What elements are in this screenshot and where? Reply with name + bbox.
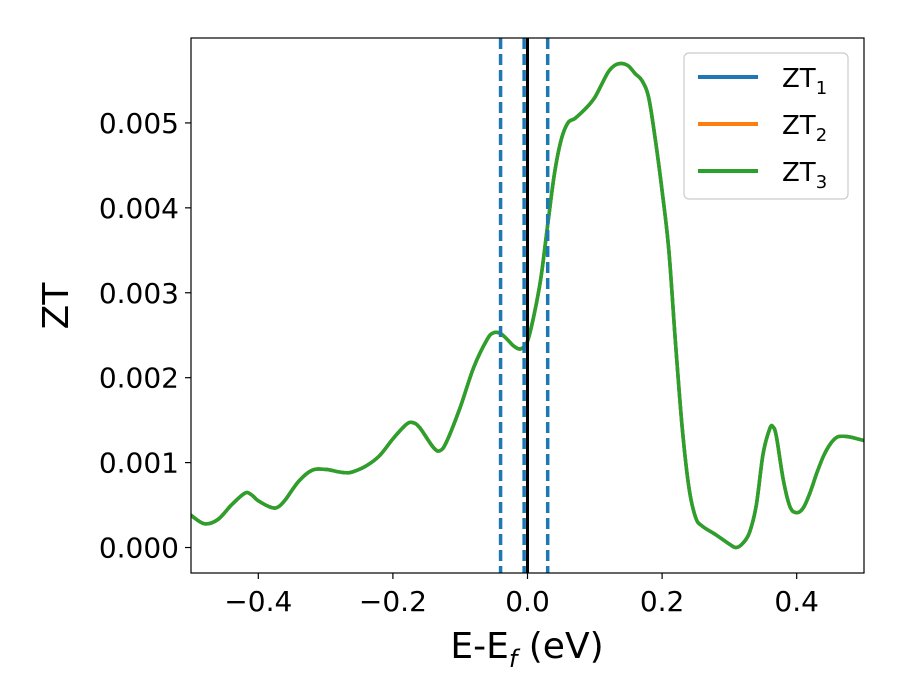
legend: ZT1 ZT2 ZT3 — [683, 52, 849, 200]
y-ticks-layer: 0.000 0.001 0.002 0.003 0.004 0.005 — [99, 107, 191, 565]
x-tick-label: −0.2 — [359, 585, 427, 618]
x-axis-label: E-Ef (eV) — [450, 626, 603, 673]
x-tick-label: 0.4 — [774, 585, 819, 618]
y-tick-label: 0.004 — [99, 192, 179, 225]
legend-label-zt2-main: ZT — [782, 111, 816, 141]
legend-label-zt2: ZT2 — [782, 111, 827, 146]
legend-label-zt3-main: ZT — [782, 158, 816, 188]
legend-label-zt3: ZT3 — [782, 158, 827, 193]
y-tick-label: 0.001 — [99, 447, 179, 480]
y-tick-label: 0.000 — [99, 532, 179, 565]
legend-label-zt1-sub: 1 — [816, 78, 827, 99]
legend-label-zt2-sub: 2 — [816, 125, 827, 146]
legend-label-zt3-sub: 3 — [816, 172, 827, 193]
y-axis-label: ZT — [36, 282, 77, 330]
x-tick-label: 0.2 — [640, 585, 685, 618]
x-ticks-layer: −0.4 −0.2 0.0 0.2 0.4 — [224, 573, 819, 618]
legend-label-zt1: ZT1 — [782, 64, 827, 99]
x-tick-label: −0.4 — [224, 585, 292, 618]
x-tick-label: 0.0 — [505, 585, 550, 618]
y-tick-label: 0.003 — [99, 277, 179, 310]
legend-label-zt1-main: ZT — [782, 64, 816, 94]
series-line-zt3 — [191, 61, 864, 550]
x-axis-label-unit: (eV) — [517, 626, 603, 667]
y-tick-label: 0.002 — [99, 362, 179, 395]
series-layer — [191, 61, 864, 550]
legend-box — [683, 52, 849, 200]
x-axis-label-main: E-E — [450, 626, 508, 667]
vertical-lines-layer — [498, 38, 550, 573]
y-tick-label: 0.005 — [99, 107, 179, 140]
